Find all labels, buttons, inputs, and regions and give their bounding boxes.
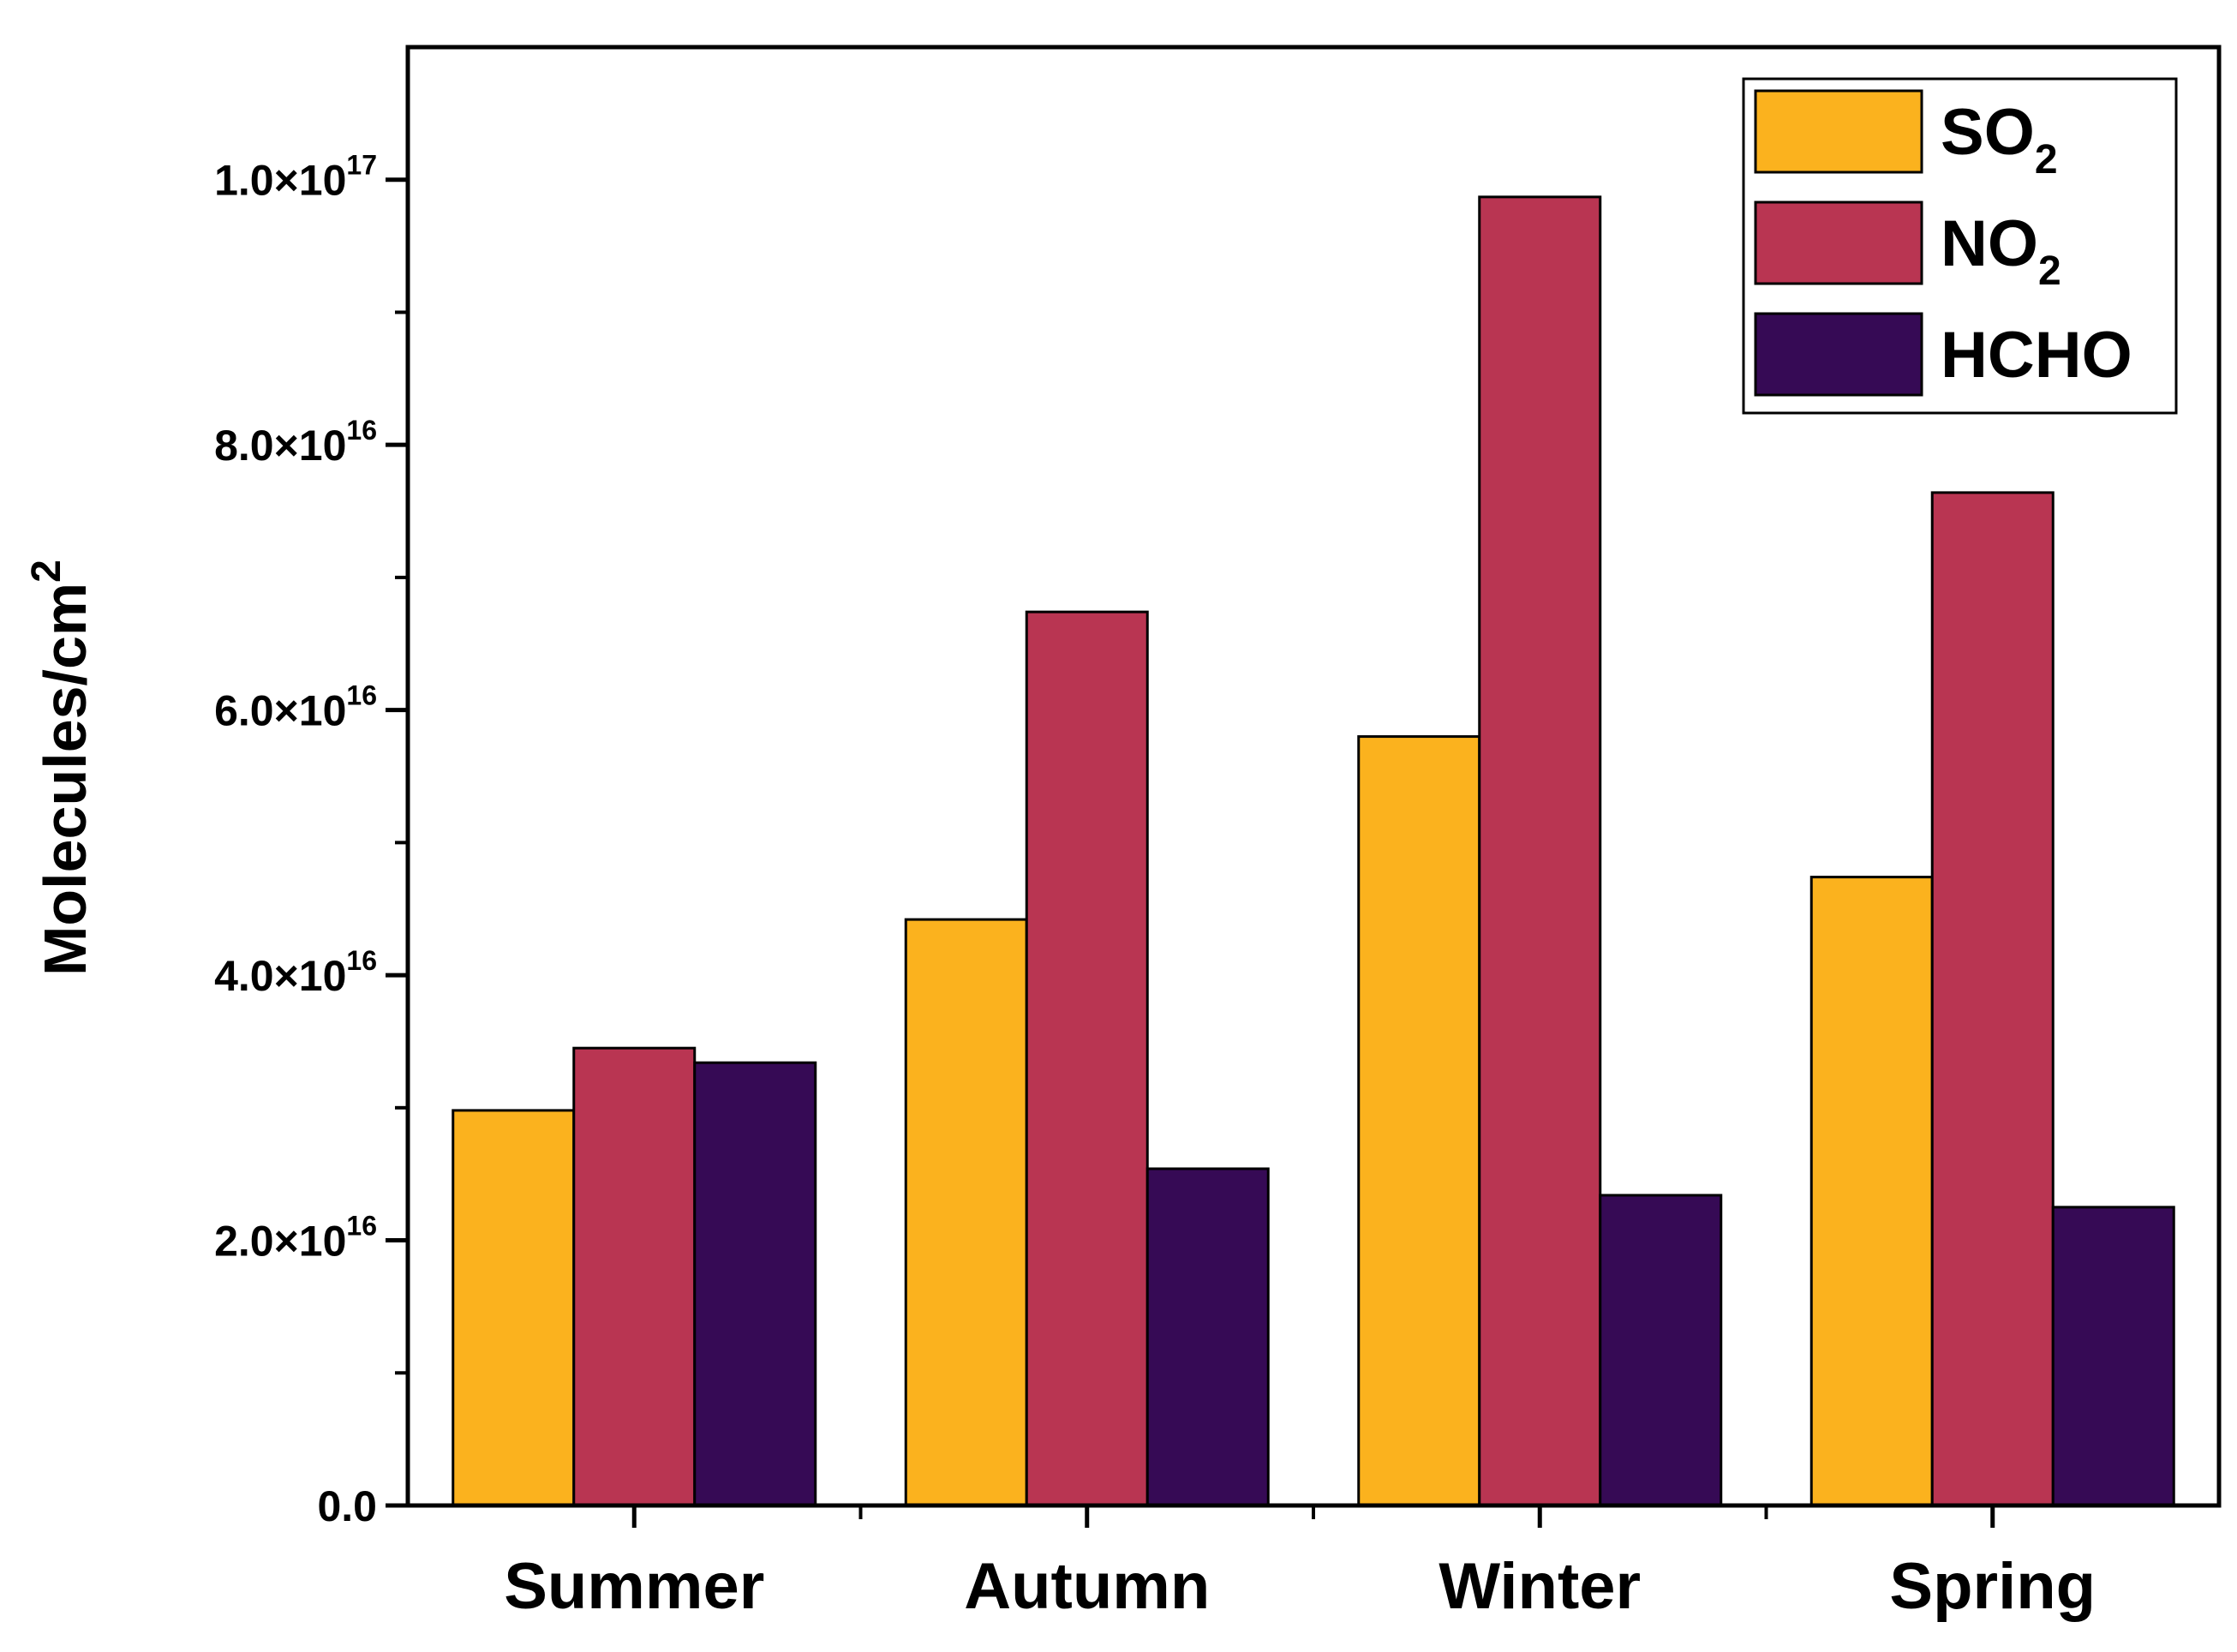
legend-label-hcho: HCHO — [1941, 319, 2132, 392]
bar-summer-hcho — [693, 1061, 817, 1507]
y-tick-label: 1.0×1017 — [214, 150, 377, 205]
y-tick-label: 2.0×1016 — [214, 1211, 377, 1266]
legend-label-so2: SO2 — [1941, 96, 2058, 183]
legend-swatch-so2 — [1754, 89, 1923, 174]
y-axis-title: Molecules/cm2 — [24, 560, 99, 976]
bar-autumn-hcho — [1145, 1167, 1270, 1507]
axes-layer: 0.0 2.0×1016 4.0×1016 6.0×1016 8.0×1016 1.0×1… — [24, 45, 2222, 1623]
bar-summer-so2 — [452, 1109, 576, 1507]
bars-layer — [452, 195, 2175, 1507]
bar-spring-no2 — [1930, 491, 2055, 1507]
bar-spring-hcho — [2051, 1206, 2175, 1507]
bar-summer-no2 — [572, 1046, 697, 1507]
bar-winter-hcho — [1599, 1194, 1723, 1507]
legend-label-no2: NO2 — [1941, 207, 2061, 294]
x-tick-label-summer: Summer — [504, 1550, 764, 1623]
y-tick-label: 0.0 — [317, 1482, 377, 1530]
x-tick-label-autumn: Autumn — [964, 1550, 1210, 1623]
bar-winter-no2 — [1478, 195, 1602, 1507]
y-tick-label: 4.0×1016 — [214, 945, 377, 1000]
legend: SO2 NO2 HCHO — [1742, 77, 2178, 415]
x-tick-label-winter: Winter — [1438, 1550, 1641, 1623]
x-tick-label-spring: Spring — [1889, 1550, 2096, 1623]
legend-swatch-hcho — [1754, 312, 1923, 397]
y-tick-label: 8.0×1016 — [214, 415, 377, 470]
bar-autumn-so2 — [904, 918, 1028, 1507]
legend-swatch-no2 — [1754, 201, 1923, 285]
bar-spring-so2 — [1809, 876, 1934, 1507]
bar-winter-so2 — [1357, 735, 1481, 1507]
bar-autumn-no2 — [1025, 610, 1149, 1507]
y-tick-label: 6.0×1016 — [214, 680, 377, 735]
